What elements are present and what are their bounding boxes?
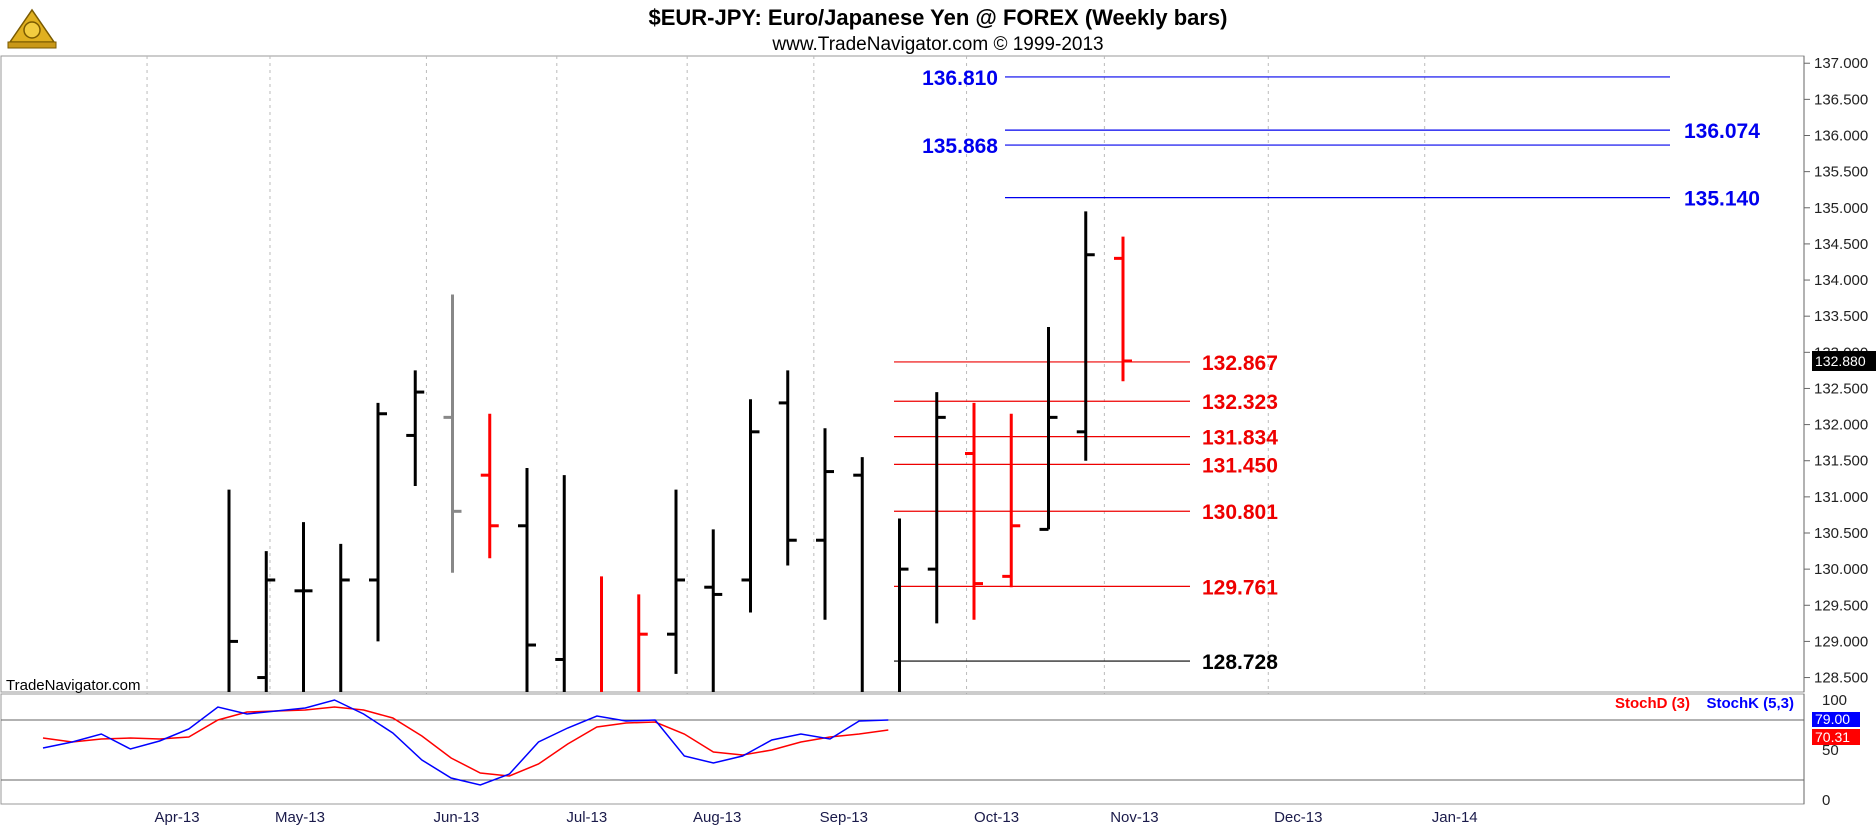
stoch-k-last-label: 79.00 bbox=[1815, 711, 1850, 727]
watermark: TradeNavigator.com bbox=[6, 677, 141, 694]
stoch-k-line bbox=[42, 699, 889, 786]
price-tick-label: 129.000 bbox=[1814, 633, 1868, 650]
level-label: 135.868 bbox=[922, 135, 998, 158]
level-label: 129.761 bbox=[1202, 576, 1278, 599]
x-tick-label: Jul-13 bbox=[566, 809, 607, 826]
price-tick-label: 130.000 bbox=[1814, 561, 1868, 578]
stoch-tick-label: 100 bbox=[1822, 692, 1847, 709]
sextant-logo-icon bbox=[7, 8, 57, 49]
x-tick-label: Dec-13 bbox=[1274, 809, 1322, 826]
price-tick-label: 129.500 bbox=[1814, 597, 1868, 614]
level-label: 130.801 bbox=[1202, 501, 1278, 524]
price-panel-frame bbox=[0, 55, 1805, 693]
level-label: 131.834 bbox=[1202, 427, 1278, 450]
last-price-label: 132.880 bbox=[1815, 353, 1866, 369]
price-tick-label: 135.000 bbox=[1814, 200, 1868, 217]
stoch-k-legend: StochK (5,3) bbox=[1706, 695, 1794, 712]
level-label: 136.810 bbox=[922, 67, 998, 90]
price-tick-label: 133.500 bbox=[1814, 308, 1868, 325]
stoch-d-last-label: 70.31 bbox=[1815, 729, 1850, 745]
level-label: 128.728 bbox=[1202, 651, 1278, 674]
price-tick-label: 135.500 bbox=[1814, 164, 1868, 181]
x-axis: Apr-13 May-13 Jun-13 Jul-13 Aug-13 Sep-13 Oct-… bbox=[155, 809, 1478, 826]
header-bg bbox=[0, 0, 1876, 56]
x-tick-label: Apr-13 bbox=[155, 809, 200, 826]
price-tick-label: 136.500 bbox=[1814, 91, 1868, 108]
levels-layer: 136.810 136.074 135.868 135.140 132.867 132.3… bbox=[894, 67, 1760, 674]
price-tick-label: 134.500 bbox=[1814, 236, 1868, 253]
level-label: 132.867 bbox=[1202, 352, 1278, 375]
price-tick-label: 132.500 bbox=[1814, 380, 1868, 397]
level-label: 135.140 bbox=[1684, 188, 1760, 211]
chart-title: $EUR-JPY: Euro/Japanese Yen @ FOREX (Wee… bbox=[649, 5, 1228, 30]
stoch-d-badge bbox=[1812, 729, 1860, 745]
x-tick-label: Jun-13 bbox=[433, 809, 479, 826]
price-tick-label: 131.500 bbox=[1814, 453, 1868, 470]
x-tick-label: Sep-13 bbox=[820, 809, 868, 826]
level-label: 136.074 bbox=[1684, 120, 1760, 143]
price-tick-label: 130.500 bbox=[1814, 525, 1868, 542]
level-label: 132.323 bbox=[1202, 391, 1278, 414]
price-tick-label: 132.000 bbox=[1814, 417, 1868, 434]
x-tick-label: Nov-13 bbox=[1110, 809, 1158, 826]
x-tick-label: Oct-13 bbox=[974, 809, 1019, 826]
stoch-tick-label: 50 bbox=[1822, 742, 1839, 759]
price-tick-label: 136.000 bbox=[1814, 128, 1868, 145]
stochastic-layer: 100 50 0 79.00 70.31 bbox=[1, 692, 1860, 809]
chart-subtitle: www.TradeNavigator.com © 1999-2013 bbox=[771, 34, 1103, 55]
x-tick-label: Aug-13 bbox=[693, 809, 741, 826]
price-tick-label: 128.500 bbox=[1814, 670, 1868, 687]
stoch-k-badge bbox=[1812, 712, 1860, 727]
stochastic-panel-frame bbox=[0, 693, 1805, 805]
last-price-badge bbox=[1812, 350, 1876, 371]
x-tick-label: Jan-14 bbox=[1432, 809, 1478, 826]
stoch-d-legend: StochD (3) bbox=[1615, 695, 1690, 712]
price-axis: 128.500 129.000 129.500 130.000 130.500 131.0… bbox=[1803, 55, 1876, 692]
price-tick-label: 134.000 bbox=[1814, 272, 1868, 289]
bars-layer bbox=[227, 211, 1132, 692]
stoch-tick-label: 0 bbox=[1822, 792, 1830, 809]
price-tick-label: 131.000 bbox=[1814, 489, 1868, 506]
price-tick-label: 137.000 bbox=[1814, 55, 1868, 72]
grid-layer bbox=[146, 56, 1426, 804]
x-tick-label: May-13 bbox=[275, 809, 325, 826]
level-label: 131.450 bbox=[1202, 454, 1278, 477]
